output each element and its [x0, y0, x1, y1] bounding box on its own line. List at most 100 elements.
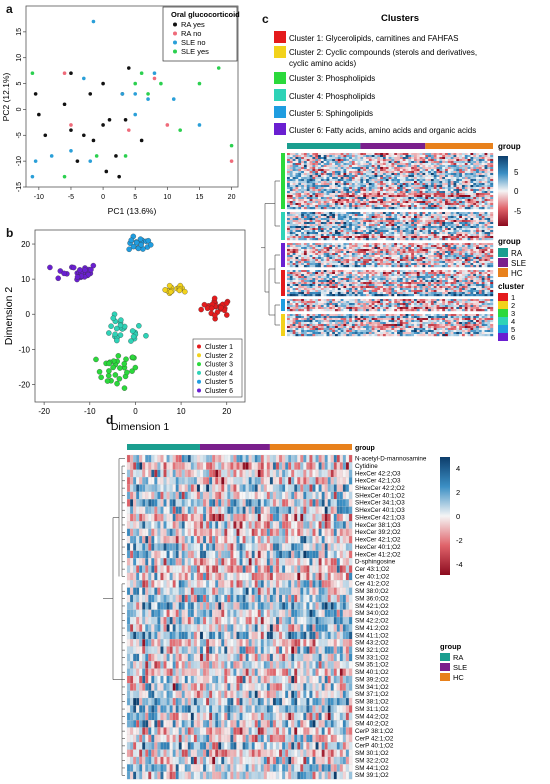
heatmap-cell: [349, 232, 353, 235]
heatmap-cell: [351, 261, 355, 264]
heatmap-cell: [326, 257, 330, 260]
heatmap-cell: [368, 203, 372, 206]
heatmap-cell: [351, 265, 355, 268]
heatmap-cell: [473, 247, 477, 250]
heatmap-cell: [301, 189, 305, 192]
heatmap-cell: [334, 171, 338, 174]
heatmap-cell: [301, 253, 305, 256]
heatmap-cell: [374, 249, 378, 252]
heatmap-cell: [289, 191, 293, 194]
heatmap-cell: [351, 282, 355, 285]
heatmap-cell: [334, 169, 338, 172]
heatmap-cell: [312, 230, 316, 233]
heatmap-cell: [351, 187, 355, 190]
panel-letter-a: a: [6, 2, 13, 16]
heatmap-cell: [306, 197, 310, 200]
pca-point: [33, 92, 38, 96]
heatmap-cell: [368, 257, 372, 260]
heatmap-cell: [428, 159, 432, 162]
heatmap-cell: [287, 189, 291, 192]
heatmap-cell: [340, 155, 344, 158]
heatmap-cell: [470, 276, 474, 279]
heatmap-cell: [445, 282, 449, 285]
heatmap-cell: [346, 191, 350, 194]
heatmap-cell: [315, 195, 319, 198]
pca-point: [75, 159, 80, 163]
heatmap-cell: [433, 251, 437, 254]
heatmap-cell: [292, 177, 296, 180]
heatmap-cell: [419, 207, 423, 210]
heatmap-cell: [447, 245, 451, 248]
heatmap-cell: [419, 230, 423, 233]
heatmap-cell: [430, 282, 434, 285]
heatmap-cell: [476, 173, 480, 176]
panel-letter-d: d: [106, 413, 114, 427]
heatmap-cell: [425, 232, 429, 235]
heatmap-cell: [357, 280, 361, 283]
heatmap-cell: [301, 222, 305, 225]
heatmap-cell: [315, 207, 319, 210]
heatmap-cell: [371, 247, 375, 250]
heatmap-cell: [397, 159, 401, 162]
tsne-x-ticks: -20 -10 0 10 20: [38, 402, 232, 416]
heatmap-cell: [439, 245, 443, 248]
heatmap-cell: [382, 282, 386, 285]
heatmap-cell: [413, 195, 418, 198]
heatmap-cell: [329, 257, 333, 260]
heatmap-cell: [366, 171, 370, 174]
heatmap-cell: [470, 274, 474, 277]
heatmap-cell: [351, 284, 355, 287]
heatmap-cell: [323, 253, 327, 256]
heatmap-cell: [397, 165, 401, 168]
heatmap-cell: [292, 157, 296, 160]
heatmap-cell: [456, 259, 460, 262]
heatmap-cell: [298, 173, 302, 176]
heatmap-cell: [453, 234, 457, 237]
heatmap-cell: [292, 226, 296, 229]
heatmap-cell: [329, 261, 333, 264]
heatmap-cell: [326, 189, 330, 192]
heatmap-cell: [484, 265, 488, 268]
heatmap-cell: [371, 203, 375, 206]
heatmap-cell: [439, 183, 443, 186]
heatmap-cell: [478, 238, 482, 241]
heatmap-cell: [411, 193, 415, 196]
heatmap-cell: [442, 189, 446, 192]
heatmap-cell: [360, 171, 364, 174]
heatmap-cell: [380, 276, 384, 279]
heatmap-cell: [388, 185, 392, 188]
heatmap-cell: [397, 195, 401, 198]
row-cluster-segment: [281, 243, 285, 267]
heatmap-cell: [340, 205, 344, 208]
heatmap-cell: [332, 245, 336, 248]
heatmap-cell: [315, 177, 319, 180]
heatmap-cell: [374, 181, 378, 184]
heatmap-cell: [436, 238, 440, 241]
heatmap-cell: [439, 218, 443, 221]
tsne-legend-marker: [197, 388, 201, 393]
heatmap-cell: [363, 222, 367, 225]
heatmap-cell: [287, 212, 291, 215]
heatmap-cell: [447, 199, 451, 202]
heatmap-cell: [470, 171, 474, 174]
heatmap-cell: [346, 257, 350, 260]
heatmap-cell: [436, 286, 440, 289]
heatmap-cell: [368, 284, 372, 287]
tsne-point: [106, 368, 112, 374]
heatmap-cell: [354, 191, 358, 194]
heatmap-cell: [450, 203, 454, 206]
heatmap-cell: [456, 171, 460, 174]
heatmap-cell: [419, 280, 423, 283]
heatmap-cell: [315, 205, 319, 208]
heatmap-cell: [371, 185, 375, 188]
heatmap-cell: [287, 247, 291, 250]
tsne-point: [106, 330, 112, 336]
heatmap-cell: [295, 234, 299, 237]
heatmap-cell: [402, 153, 406, 156]
heatmap-cell: [357, 177, 361, 180]
heatmap-cell: [349, 203, 353, 206]
heatmap-cell: [357, 282, 361, 285]
heatmap-cell: [439, 286, 443, 289]
heatmap-cell: [346, 230, 350, 233]
heatmap-cell: [478, 263, 482, 266]
